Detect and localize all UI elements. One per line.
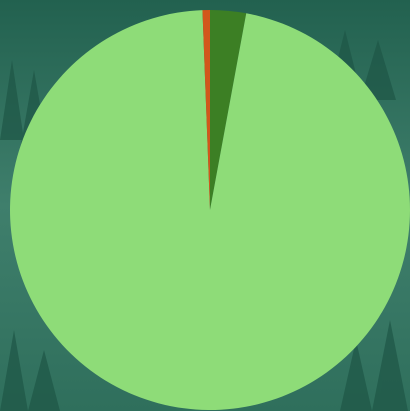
page: {"chart_data": {"type": "pie", "values":…	[0, 0, 410, 411]
pie	[10, 10, 410, 410]
screen	[0, 0, 410, 411]
